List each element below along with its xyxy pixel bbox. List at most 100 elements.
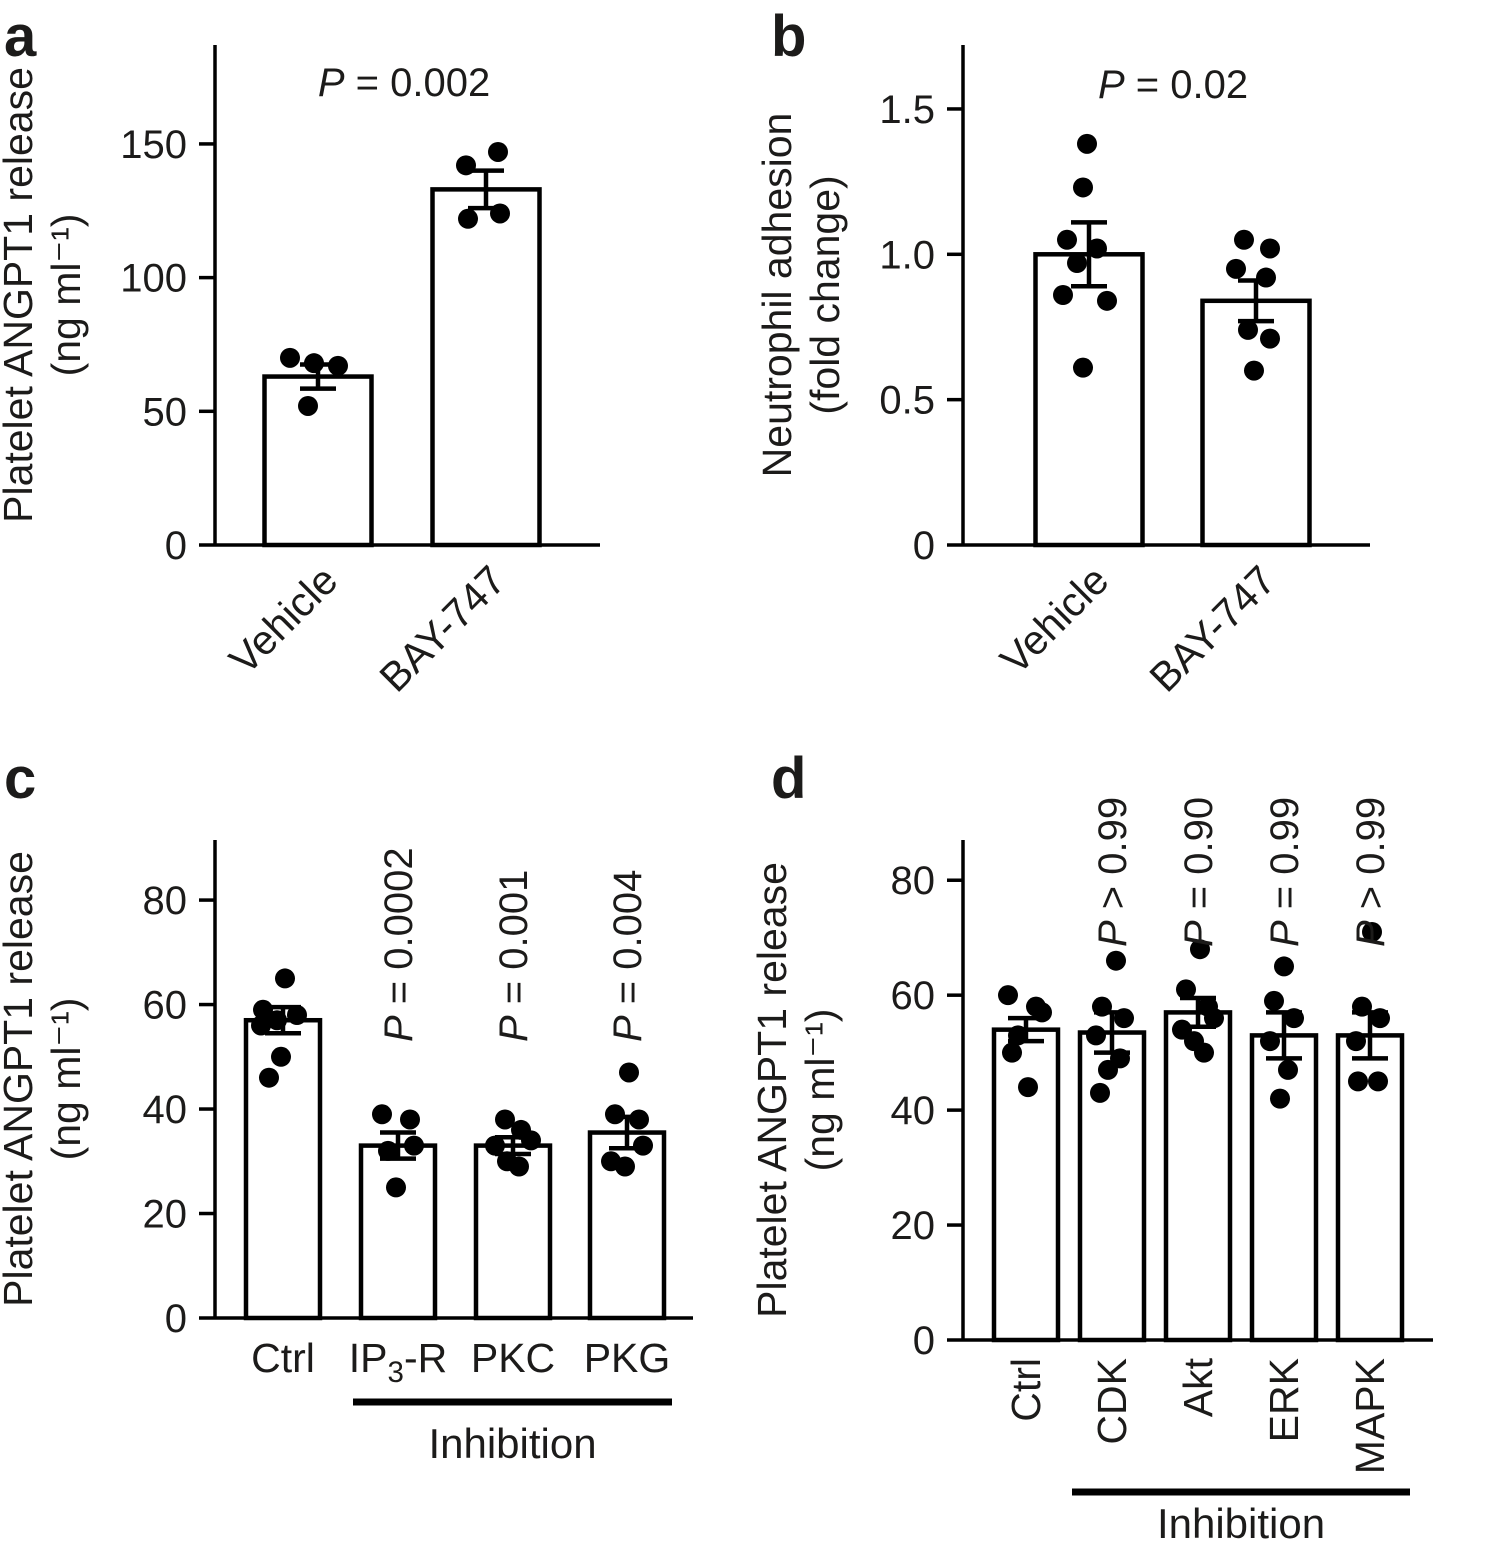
- data-point: [404, 1135, 424, 1156]
- data-point: [1073, 357, 1093, 378]
- data-point: [251, 1015, 271, 1036]
- panel-d-chart: d 0 20 40 60 80 Platelet ANGPT1 release (ng ml⁻…: [753, 746, 1433, 1547]
- data-point: [1032, 1002, 1052, 1023]
- y-tick-label: 100: [120, 257, 187, 301]
- data-point: [1260, 328, 1280, 349]
- y-tick-label: 0: [165, 1297, 187, 1341]
- data-point: [1053, 285, 1073, 305]
- data-point: [509, 1156, 529, 1177]
- p-value-label: P = 0.02: [1098, 63, 1248, 107]
- p-value-label: P = 0.001: [492, 870, 536, 1042]
- data-point: [1370, 1008, 1390, 1029]
- data-point: [259, 1067, 279, 1088]
- y-tick-label: 40: [143, 1088, 188, 1132]
- data-point: [304, 353, 324, 374]
- data-point: [1346, 1031, 1366, 1052]
- data-point: [1244, 360, 1264, 381]
- data-point: [1073, 177, 1093, 198]
- data-point: [386, 1177, 406, 1198]
- data-point: [1106, 950, 1126, 971]
- y-tick-label: 20: [143, 1193, 188, 1237]
- y-tick-label: 0: [913, 524, 935, 568]
- panel-letter: d: [771, 746, 806, 811]
- data-point: [1238, 319, 1258, 340]
- data-point: [605, 1104, 625, 1125]
- y-tick-label: 40: [891, 1089, 936, 1133]
- y-axis-title: (ng ml⁻¹): [797, 1009, 843, 1172]
- y-axis-title: Neutrophil adhesion: [754, 113, 800, 478]
- panel-b-chart: b 0 0.5 1.0 1.5 Neutrophil adhesion (fold chan…: [754, 4, 1370, 701]
- data-point: [998, 985, 1018, 1006]
- data-point: [372, 1104, 392, 1125]
- x-tick-label: CDK: [1089, 1358, 1135, 1445]
- x-tick-label: BAY-747: [371, 557, 515, 701]
- bar: [991, 1027, 1061, 1343]
- data-point: [633, 1135, 653, 1156]
- p-value-label: P > 0.99: [1091, 797, 1135, 947]
- data-point: [400, 1109, 420, 1130]
- data-point: [1352, 996, 1372, 1017]
- data-point: [1057, 229, 1077, 250]
- y-tick-label: 80: [891, 859, 936, 903]
- x-tick-label: IP3-R: [349, 1335, 447, 1389]
- data-point: [1092, 996, 1112, 1017]
- p-value-label: P = 0.99: [1263, 797, 1307, 947]
- x-tick-label: Vehicle: [991, 557, 1117, 683]
- data-point: [1274, 956, 1294, 977]
- y-axis-title: Platelet ANGPT1 release: [0, 851, 41, 1307]
- y-tick-label: 0: [165, 524, 187, 568]
- bar: [1033, 252, 1145, 548]
- y-tick-label: 50: [143, 390, 188, 434]
- data-point: [1176, 979, 1196, 1000]
- x-tick-label: Ctrl: [251, 1335, 315, 1381]
- data-point: [1002, 1042, 1022, 1063]
- data-point: [485, 1135, 505, 1156]
- data-point: [495, 1109, 515, 1130]
- data-point: [1226, 258, 1246, 279]
- data-point: [1260, 238, 1280, 259]
- bar: [1163, 1010, 1233, 1343]
- data-point: [1260, 1031, 1280, 1052]
- y-axis-title: Platelet ANGPT1 release: [753, 862, 795, 1318]
- x-tick-label: ERK: [1261, 1358, 1307, 1442]
- y-tick-label: 60: [143, 984, 188, 1028]
- data-point: [1362, 921, 1382, 942]
- data-point: [1264, 990, 1284, 1011]
- data-point: [1008, 1025, 1028, 1046]
- panel-letter: c: [4, 746, 36, 811]
- data-point: [1097, 290, 1117, 311]
- bar: [358, 1143, 438, 1321]
- p-value-label: P = 0.0002: [377, 847, 421, 1042]
- bar: [430, 187, 542, 548]
- data-point: [287, 1005, 307, 1026]
- p-value-label: P = 0.004: [606, 870, 650, 1042]
- panel-letter: b: [771, 4, 806, 69]
- data-point: [619, 1062, 639, 1083]
- y-axis-title: Platelet ANGPT1 release: [0, 67, 41, 523]
- data-point: [275, 968, 295, 989]
- data-point: [521, 1130, 541, 1151]
- data-point: [1368, 1071, 1388, 1092]
- data-point: [1256, 267, 1276, 288]
- data-point: [253, 999, 273, 1020]
- data-point: [629, 1109, 649, 1130]
- data-point: [267, 1010, 287, 1031]
- y-axis-title: (fold change): [802, 175, 848, 414]
- bar: [262, 374, 374, 548]
- panel-letter: a: [4, 4, 37, 69]
- x-tick-label: Ctrl: [1003, 1358, 1049, 1422]
- y-tick-label: 80: [143, 879, 188, 923]
- y-tick-label: 150: [120, 123, 187, 167]
- data-point: [271, 1046, 291, 1067]
- x-tick-label: PKC: [471, 1335, 555, 1381]
- data-point: [458, 208, 478, 229]
- data-point: [1098, 1059, 1118, 1080]
- data-point: [378, 1140, 398, 1161]
- x-tick-label: MAPK: [1347, 1358, 1393, 1474]
- bar: [1249, 1033, 1319, 1343]
- p-value-label: P = 0.002: [318, 61, 490, 105]
- data-point: [615, 1156, 635, 1177]
- data-point: [488, 141, 508, 162]
- y-axis-title: (ng ml⁻¹): [43, 214, 89, 377]
